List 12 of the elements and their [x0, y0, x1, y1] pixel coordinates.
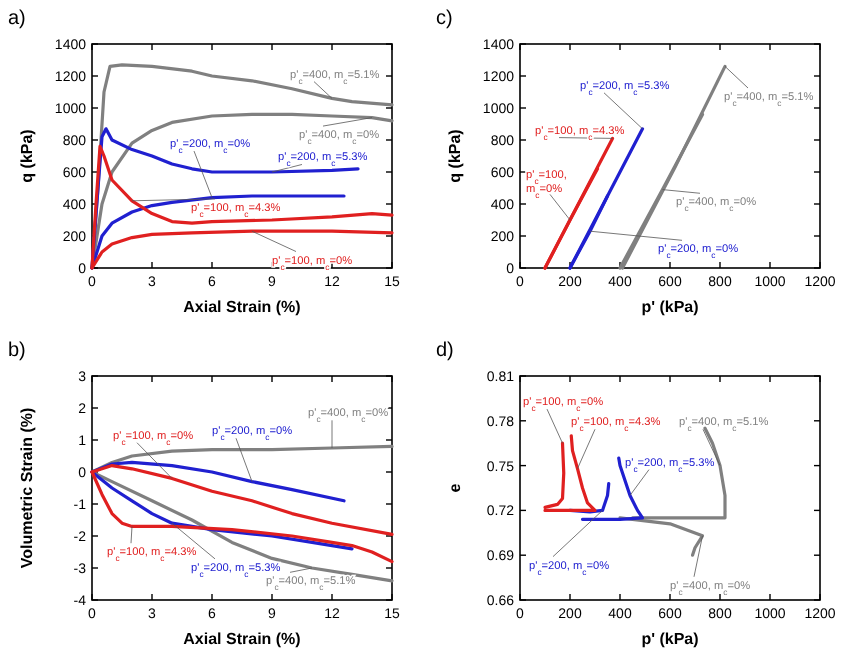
chart-title: b) — [8, 340, 26, 362]
y-axis-title: q (kPa) — [446, 128, 464, 183]
x-axis-title: Axial Strain (%) — [183, 298, 302, 316]
chart-title: d) — [436, 340, 454, 362]
y-axis-title: q (kPa) — [18, 128, 36, 183]
y-axis-title: Volumetric Strain (%) — [18, 407, 36, 569]
chart-title: a) — [8, 8, 26, 30]
x-axis-title: Axial Strain (%) — [183, 630, 302, 648]
chart-title: c) — [436, 8, 453, 30]
x-axis-title: p' (kPa) — [641, 630, 700, 648]
x-axis-title: p' (kPa) — [641, 298, 700, 316]
y-axis-title: e — [446, 482, 464, 493]
